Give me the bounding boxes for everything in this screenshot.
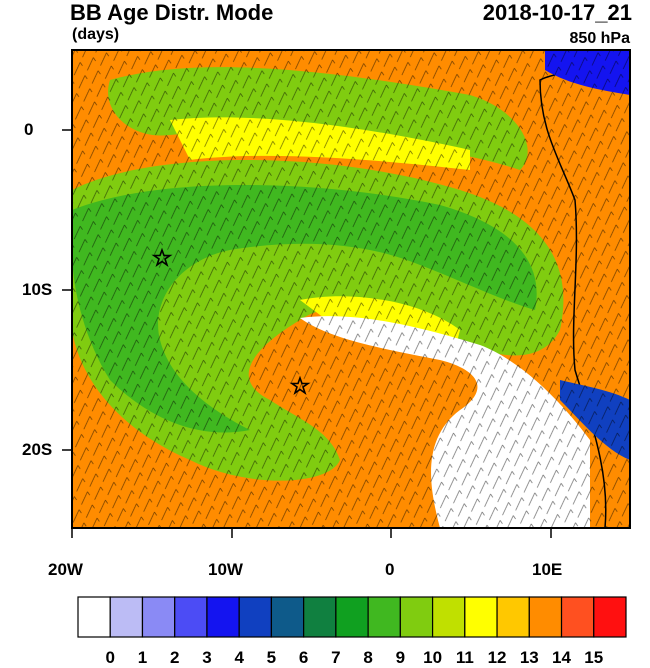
colorbar-tick-label: 7 — [331, 648, 341, 667]
colorbar-swatch — [174, 596, 208, 638]
colorbar-tick-label: 6 — [298, 648, 309, 667]
colorbar-tick-label: 4 — [234, 648, 244, 667]
colorbar-tick-label: 1 — [137, 648, 148, 667]
colorbar-swatch — [109, 596, 144, 638]
colorbar-swatch — [431, 596, 466, 638]
map-panel — [72, 50, 630, 528]
colorbar-tick-label: 12 — [487, 648, 507, 667]
colorbar-tick-label: 0 — [105, 648, 115, 667]
axis-ticks — [62, 129, 552, 538]
colorbar-tick-label: 3 — [202, 648, 212, 667]
colorbar-swatch — [238, 596, 273, 638]
colorbar-swatch — [367, 596, 401, 638]
colorbar-swatch — [399, 596, 434, 638]
colorbar-tick-label: 2 — [169, 648, 180, 667]
colorbar — [77, 596, 627, 638]
colorbar-tick-label: 10 — [423, 648, 443, 667]
colorbar-tick-label: 14 — [552, 648, 571, 667]
colorbar-tick-label: 11 — [455, 648, 474, 667]
lat-label: 10S — [22, 280, 53, 299]
wind-barbs-layer — [72, 50, 630, 528]
colorbar-swatch — [593, 596, 627, 638]
map-frame — [71, 49, 631, 529]
colorbar-tick-label: 15 — [584, 648, 604, 667]
colorbar-swatch — [496, 596, 530, 638]
colorbar-swatch — [206, 596, 240, 638]
colorbar-tick-label: 9 — [395, 648, 406, 667]
colorbar-swatch — [141, 596, 176, 638]
star-marker — [289, 375, 311, 396]
lat-label: 20S — [22, 440, 53, 459]
colorbar-swatch — [270, 596, 305, 638]
colorbar-tick-label: 13 — [519, 648, 539, 667]
map-title: BB Age Distr. Mode — [70, 0, 274, 25]
units-label: (days) — [72, 26, 120, 43]
colorbar-swatch — [528, 596, 563, 638]
pressure-level-label: 850 hPa — [569, 30, 630, 47]
lat-label: 0 — [24, 120, 34, 139]
lon-label: 10E — [532, 560, 563, 579]
colorbar-swatch — [464, 596, 498, 638]
colorbar-swatch — [303, 596, 337, 638]
lon-label: 20W — [48, 560, 83, 579]
lon-label: 10W — [208, 560, 243, 579]
colorbar-tick-label: 5 — [266, 648, 277, 667]
star-marker — [151, 247, 173, 268]
datetime-label: 2018-10-17_21 — [482, 0, 632, 25]
colorbar-swatch — [77, 596, 111, 638]
colorbar-swatch — [560, 596, 595, 638]
colorbar-swatch — [335, 596, 369, 638]
colorbar-tick-label: 8 — [363, 648, 373, 667]
lon-label: 0 — [385, 560, 395, 579]
